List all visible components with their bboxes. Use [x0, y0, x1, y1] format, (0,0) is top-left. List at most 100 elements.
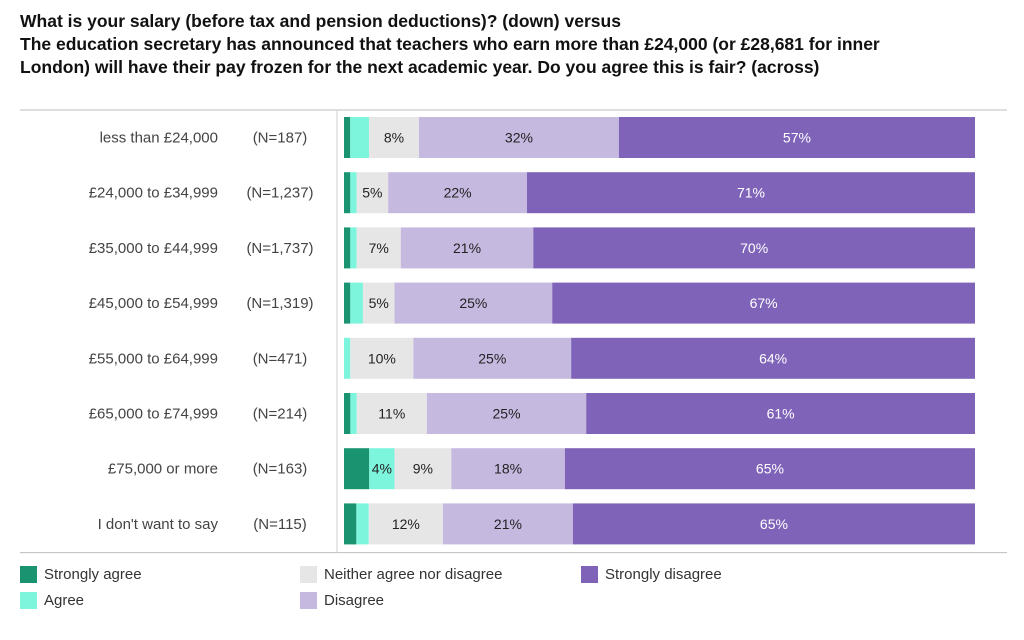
legend-label: Agree	[44, 592, 85, 609]
data-label: 12%	[392, 516, 420, 532]
category-label: £55,000 to £64,999	[89, 350, 218, 367]
count-label: (N=1,237)	[246, 185, 313, 202]
bar-segment	[388, 172, 527, 214]
category-label: £75,000 or more	[108, 461, 218, 478]
legend-item-neither: Neither agree nor disagree	[300, 566, 502, 583]
legend-swatch	[20, 592, 37, 609]
data-label: 61%	[767, 406, 795, 422]
bar-segment	[344, 337, 351, 379]
data-label: 4%	[372, 461, 392, 477]
bar-segment	[356, 227, 401, 269]
bar-segment	[400, 227, 534, 269]
bar-segment	[344, 448, 370, 490]
count-label: (N=163)	[253, 461, 308, 478]
data-label: 21%	[453, 240, 481, 256]
bar-segment	[344, 503, 357, 545]
bar-segment	[368, 117, 419, 158]
legend-label: Strongly disagree	[605, 566, 722, 583]
data-label: 5%	[362, 185, 382, 201]
bar-segment	[350, 172, 357, 214]
data-label: 67%	[750, 295, 778, 311]
bar-segment	[368, 503, 443, 545]
title-line: What is your salary (before tax and pens…	[20, 11, 621, 31]
data-label: 25%	[478, 350, 506, 366]
count-label: (N=1,737)	[246, 240, 313, 257]
data-label: 21%	[494, 516, 522, 532]
bar-segment	[344, 117, 351, 158]
legend-item-agree: Agree	[20, 592, 84, 609]
chart-title: What is your salary (before tax and pens…	[20, 10, 1010, 79]
bar-segment	[526, 172, 975, 214]
category-label: £65,000 to £74,999	[89, 406, 218, 423]
bar-segment	[394, 448, 452, 490]
count-label: (N=471)	[253, 350, 308, 367]
legend-label: Disagree	[324, 592, 385, 609]
title-line: The education secretary has announced th…	[20, 34, 880, 54]
data-label: 8%	[384, 130, 404, 146]
data-label: 22%	[444, 185, 472, 201]
bar-segment	[572, 503, 975, 545]
bar-segment	[618, 117, 975, 158]
bar-segment	[571, 337, 975, 379]
title-line: London) will have their pay frozen for t…	[20, 57, 820, 77]
data-label: 11%	[378, 406, 405, 422]
bar-segment	[356, 393, 427, 434]
bar-segment	[356, 503, 369, 545]
bar-segment	[344, 282, 351, 324]
data-label: 18%	[494, 461, 522, 477]
bar-segment	[426, 393, 587, 434]
bar-segment	[552, 282, 975, 324]
category-label: I don't want to say	[98, 516, 219, 533]
data-label: 32%	[505, 130, 533, 146]
legend-item-strongly-disagree: Strongly disagree	[581, 566, 722, 583]
bar-segment	[533, 227, 975, 269]
bar-segment	[344, 172, 351, 214]
legend-swatch	[300, 566, 317, 583]
bar-segment	[362, 282, 395, 324]
data-label: 65%	[756, 461, 784, 477]
data-label: 70%	[740, 240, 768, 256]
bar-segment	[369, 448, 395, 490]
bar-segment	[586, 393, 975, 434]
bar-segment	[442, 503, 573, 545]
legend-swatch	[300, 592, 317, 609]
data-label: 57%	[783, 130, 811, 146]
bar-segment	[344, 393, 351, 434]
bar-segment	[350, 282, 363, 324]
bar-segment	[344, 227, 351, 269]
bar-segment	[451, 448, 565, 490]
legend-swatch	[20, 566, 37, 583]
data-label: 25%	[493, 406, 521, 422]
legend-label: Strongly agree	[44, 566, 142, 583]
bar-segment	[356, 172, 389, 214]
data-label: 9%	[413, 461, 433, 477]
data-label: 65%	[760, 516, 788, 532]
data-label: 10%	[368, 350, 396, 366]
legend-label: Neither agree nor disagree	[324, 566, 503, 583]
count-label: (N=214)	[253, 406, 308, 423]
data-label: 71%	[737, 185, 765, 201]
bar-segment	[350, 337, 414, 379]
data-label: 64%	[759, 350, 787, 366]
data-label: 5%	[369, 295, 389, 311]
bar-segment	[413, 337, 572, 379]
category-label: £45,000 to £54,999	[89, 295, 218, 312]
bar-segment	[350, 393, 357, 434]
category-label: £35,000 to £44,999	[89, 240, 218, 257]
bar-segment	[418, 117, 619, 158]
category-label: £24,000 to £34,999	[89, 185, 218, 202]
legend-swatch	[581, 566, 598, 583]
data-label: 25%	[459, 295, 487, 311]
legend-item-strongly-agree: Strongly agree	[20, 566, 142, 583]
category-label: less than £24,000	[100, 130, 218, 147]
count-label: (N=115)	[253, 516, 307, 533]
count-label: (N=1,319)	[246, 295, 313, 312]
data-label: 7%	[369, 240, 389, 256]
legend-item-disagree: Disagree	[300, 592, 384, 609]
bar-segment	[350, 117, 369, 158]
count-label: (N=187)	[253, 130, 308, 147]
bar-segment	[394, 282, 553, 324]
bar-segment	[564, 448, 975, 490]
bar-segment	[350, 227, 357, 269]
